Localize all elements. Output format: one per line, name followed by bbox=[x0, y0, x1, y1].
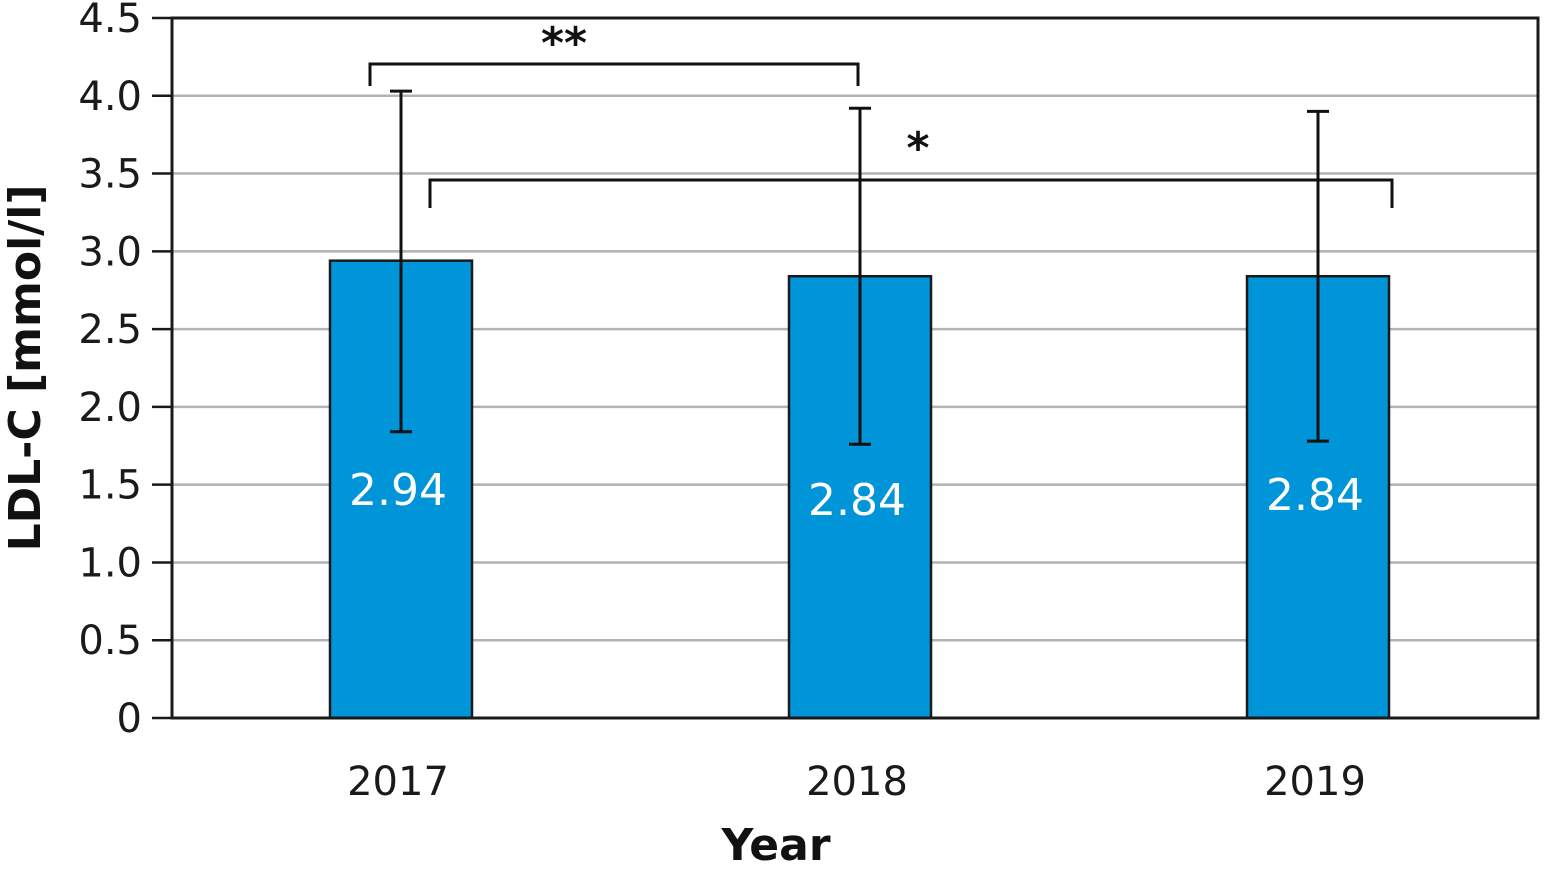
significance-label: * bbox=[906, 123, 929, 174]
plot-frame bbox=[170, 16, 1540, 720]
bars bbox=[328, 259, 1391, 720]
bar-value-label: 2.84 bbox=[1266, 470, 1364, 521]
x-tick-labels: 2017 2018 2019 bbox=[347, 759, 1366, 805]
y-tick-label: 4.0 bbox=[78, 74, 142, 120]
y-tick-labels: 0 0.5 1.0 1.5 2.0 2.5 3.0 3.5 4.0 4.5 bbox=[78, 0, 142, 742]
y-tick-label: 3.5 bbox=[78, 152, 142, 198]
bar-value-label: 2.94 bbox=[349, 465, 447, 516]
significance-brackets: *** bbox=[368, 18, 1394, 208]
y-tick-label: 4.5 bbox=[78, 0, 142, 42]
y-tick-label: 2.0 bbox=[78, 385, 142, 431]
significance-bracket bbox=[368, 62, 860, 86]
x-axis-title: Year bbox=[720, 820, 830, 871]
y-tick-label: 1.0 bbox=[78, 540, 142, 586]
bar-value-labels: 2.94 2.84 2.84 bbox=[349, 465, 1364, 526]
x-tick-label: 2017 bbox=[347, 759, 449, 805]
plot-border bbox=[170, 16, 1540, 720]
y-tick-label: 0.5 bbox=[78, 618, 142, 664]
y-tick-label: 3.0 bbox=[78, 229, 142, 275]
y-axis-title: LDL-C [mmol/l] bbox=[0, 185, 51, 552]
y-tick-label: 0 bbox=[117, 696, 142, 742]
x-tick-label: 2018 bbox=[806, 759, 908, 805]
significance-bracket bbox=[428, 178, 1394, 208]
significance-label: ** bbox=[541, 18, 587, 69]
y-tick-label: 1.5 bbox=[78, 463, 142, 509]
y-tick-label: 2.5 bbox=[78, 307, 142, 353]
x-tick-label: 2019 bbox=[1264, 759, 1366, 805]
bar-value-label: 2.84 bbox=[808, 475, 906, 526]
error-bars bbox=[390, 89, 1329, 446]
